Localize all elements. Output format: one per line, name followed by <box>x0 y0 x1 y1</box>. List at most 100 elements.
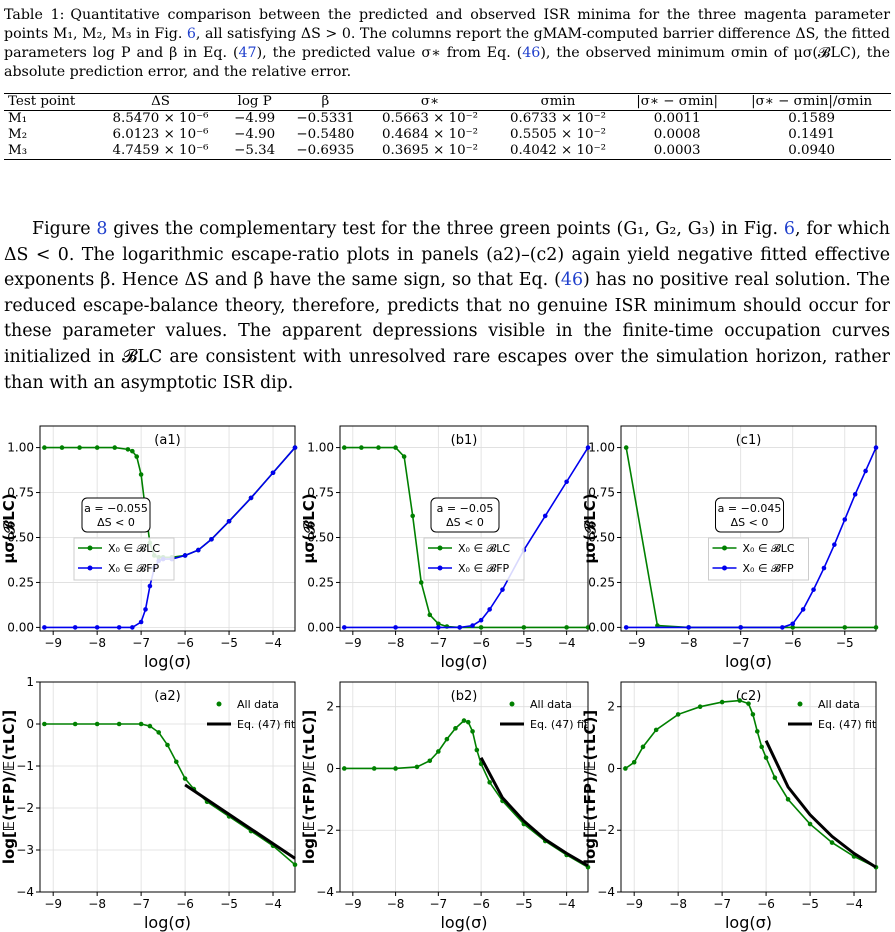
data-point <box>112 445 118 450</box>
cross-reference-link[interactable]: 46 <box>560 270 584 291</box>
chart-panel: −9 −8 −7 −6 −5 0.00 0.25 0.50 0.75 1.00 (c1) log(σ)… <box>581 425 879 671</box>
data-point <box>842 517 848 522</box>
cross-reference-link[interactable]: 46 <box>522 45 541 61</box>
x-tick-label: −6 <box>784 636 802 650</box>
data-point <box>436 621 441 627</box>
data-point <box>94 625 100 630</box>
data-point <box>195 547 201 553</box>
data-point <box>341 766 347 771</box>
data-point <box>270 470 276 476</box>
table-header-row: Test point ΔS log P β σ∗ σmin |σ∗ − σmin… <box>4 93 891 111</box>
panel-title: (c2) <box>736 689 762 704</box>
data-point <box>478 617 484 623</box>
data-point <box>746 701 751 706</box>
legend-label: All data <box>237 698 279 711</box>
y-tick-label: 2 <box>607 700 615 714</box>
data-point <box>675 712 681 717</box>
data-point <box>719 699 725 705</box>
annotation-text: a = −0.05 <box>437 502 494 515</box>
legend-label: X₀ ∈ 𝓑LC <box>458 542 510 555</box>
paragraph-text: Figure 8 gives the complementary test fo… <box>4 217 890 396</box>
legend-label: Eq. (47) fit <box>530 718 589 731</box>
x-tick-label: −7 <box>429 897 447 911</box>
legend-label: X₀ ∈ 𝓑FP <box>458 562 510 575</box>
y-tick-label: 2 <box>326 700 334 714</box>
data-point <box>138 472 144 477</box>
data-point <box>209 536 214 542</box>
figure-8: −9 −8 −7 −6 −5 −4 0.00 0.25 0.50 0.75 1.00 (a1) log(… <box>0 425 879 932</box>
legend-marker <box>722 565 727 571</box>
panel-title: (b2) <box>451 689 478 704</box>
plot-frame <box>39 681 296 893</box>
text-run: gives the complementary test for the thr… <box>107 219 784 239</box>
data-point <box>564 479 569 485</box>
table-cell: M₂ <box>8 127 28 142</box>
annotation-box <box>81 497 151 533</box>
x-tick-label: −8 <box>680 636 698 650</box>
x-tick-label: −5 <box>515 897 533 911</box>
y-axis-label: μσ(𝓑LC) <box>0 493 18 563</box>
x-tick-label: −4 <box>264 636 282 650</box>
data-point <box>393 445 398 450</box>
x-tick-label: −7 <box>132 636 150 650</box>
data-point <box>585 625 591 630</box>
col-header: log P <box>224 93 285 111</box>
data-point <box>631 759 637 765</box>
data-point <box>359 445 364 450</box>
chart-panel: −9 −8 −7 −6 −5 −4 −4 −2 0 2 (c2) log(σ) log[𝔼(τFP)/𝔼… <box>581 681 879 932</box>
data-point <box>371 766 377 771</box>
data-point <box>156 730 162 735</box>
legend-label: X₀ ∈ 𝓑FP <box>108 562 160 575</box>
table-cell: 6.0123 × 10⁻⁶ <box>112 127 209 142</box>
table-row: M₂ 6.0123 × 10⁻⁶ −4.90 −0.5480 0.4684 × … <box>4 127 891 143</box>
y-axis-label: log[𝔼(τFP)/𝔼(τLC)] <box>300 710 318 864</box>
data-point <box>226 519 232 524</box>
legend-marker <box>216 701 222 707</box>
col-header: |σ∗ − σmin|/σmin <box>732 93 891 111</box>
table-cell: 0.0011 <box>653 111 701 126</box>
data-point <box>785 797 791 802</box>
x-tick-label: −5 <box>220 897 238 911</box>
data-point <box>138 619 144 625</box>
data-point <box>173 759 179 765</box>
data-point <box>821 565 827 571</box>
cross-reference-link[interactable]: 8 <box>96 219 108 239</box>
y-tick-label: 0.50 <box>588 530 615 544</box>
x-tick-label: −8 <box>387 636 405 650</box>
table-cell: −4.99 <box>234 111 276 126</box>
legend-label: Eq. (47) fit <box>818 718 877 731</box>
y-tick-label: 0 <box>26 717 34 731</box>
panel-title: (a1) <box>154 433 180 448</box>
x-tick-label: −6 <box>472 636 490 650</box>
series-line <box>479 756 589 868</box>
data-point <box>138 721 144 727</box>
x-axis-label: log(σ) <box>144 652 191 671</box>
data-point <box>470 729 475 734</box>
data-point <box>754 729 760 734</box>
col-header: Test point <box>4 93 97 111</box>
annotation-text: ΔS < 0 <box>731 516 769 529</box>
x-tick-label: −7 <box>713 897 731 911</box>
data-point <box>750 712 756 717</box>
data-point <box>780 625 785 630</box>
cross-reference-link[interactable]: 6 <box>783 219 795 239</box>
table-cell: M₁ <box>8 111 28 126</box>
col-header: β <box>284 93 367 111</box>
y-axis-label: μσ(𝓑LC) <box>581 493 599 563</box>
data-point <box>453 726 458 731</box>
y-tick-label: 1.00 <box>307 441 334 455</box>
data-point <box>542 513 548 519</box>
cross-reference-link[interactable]: 6 <box>186 26 196 42</box>
data-point <box>873 625 879 630</box>
x-tick-label: −9 <box>44 636 62 650</box>
legend-label: X₀ ∈ 𝓑LC <box>108 542 160 555</box>
x-tick-label: −9 <box>344 636 362 650</box>
plot-frame <box>620 681 877 893</box>
table-cell: −4.90 <box>234 127 276 142</box>
y-tick-label: 0.00 <box>7 620 34 634</box>
x-tick-label: −9 <box>628 636 646 650</box>
text-run: ), the predicted value σ∗ from Eq. ( <box>256 45 523 61</box>
y-tick-label: 1.00 <box>588 441 615 455</box>
cross-reference-link[interactable]: 47 <box>238 45 257 61</box>
plot-frame <box>620 425 877 632</box>
